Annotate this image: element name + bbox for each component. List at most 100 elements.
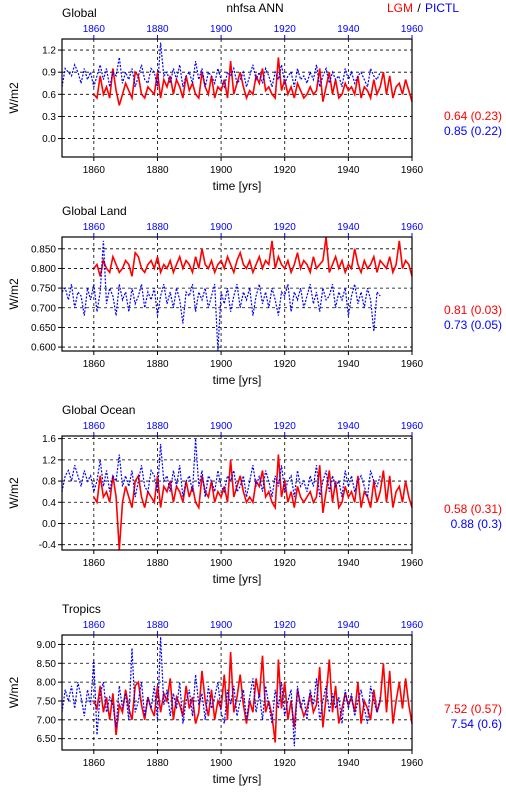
x-tick-label-top: 1960 xyxy=(401,620,424,631)
plot-frame xyxy=(61,236,413,352)
panel-title: Tropics xyxy=(62,602,101,616)
x-tick-label-bottom: 1940 xyxy=(337,558,360,569)
stat-lgm: 0.64 (0.23) xyxy=(444,109,502,123)
y-tick-label: 0.850 xyxy=(31,244,56,255)
y-tick-label: 7.00 xyxy=(37,715,57,726)
x-tick-label-bottom: 1860 xyxy=(83,359,106,370)
x-axis-label: time [yrs] xyxy=(213,772,262,786)
y-tick-label: 1.6 xyxy=(42,434,56,445)
x-tick-label-bottom: 1900 xyxy=(210,359,233,370)
y-tick-label: 0.8 xyxy=(42,477,56,488)
y-tick-label: 0.3 xyxy=(42,112,56,123)
series-line-pictl xyxy=(61,438,381,498)
stat-lgm: 0.81 (0.03) xyxy=(444,303,502,317)
x-tick-label-top: 1880 xyxy=(146,620,169,631)
x-tick-label-bottom: 1960 xyxy=(401,758,424,769)
series-line-lgm xyxy=(93,454,413,551)
x-tick-label-top: 1920 xyxy=(274,421,297,432)
x-tick-label-top: 1900 xyxy=(210,421,233,432)
series-line-pictl xyxy=(61,240,381,352)
x-tick-label-top: 1860 xyxy=(83,24,106,35)
chart-panel-1: Global 0.0 0.3 0.6 0.9 1.2 1860 1880 1900 1920 194… xyxy=(7,6,502,193)
x-tick-label-top: 1920 xyxy=(274,24,297,35)
y-tick-label: 0.650 xyxy=(31,323,56,334)
y-axis-label: W/m2 xyxy=(7,82,21,114)
x-tick-label-top: 1880 xyxy=(146,421,169,432)
x-tick-label-bottom: 1940 xyxy=(337,359,360,370)
figure-title: nhfsa ANN xyxy=(226,1,283,15)
x-tick-label-top: 1960 xyxy=(401,222,424,233)
x-tick-label-top: 1960 xyxy=(401,24,424,35)
y-tick-label: 0.6 xyxy=(42,90,56,101)
x-tick-label-bottom: 1900 xyxy=(210,758,233,769)
y-tick-label: 0.9 xyxy=(42,68,56,79)
chart-panel-3: Global Ocean -0.4 0.0 0.4 0.8 1.2 1.6 1860 1880 1… xyxy=(7,403,502,586)
x-tick-label-top: 1880 xyxy=(146,24,169,35)
x-tick-label-top: 1940 xyxy=(337,222,360,233)
legend-separator: / xyxy=(417,1,421,15)
plot-frame xyxy=(61,38,413,158)
x-tick-label-bottom: 1920 xyxy=(274,558,297,569)
x-tick-label-bottom: 1920 xyxy=(274,165,297,176)
x-tick-label-bottom: 1880 xyxy=(146,558,169,569)
panel-title: Global Ocean xyxy=(62,403,135,417)
stat-pictl: 0.85 (0.22) xyxy=(444,124,502,138)
chart-panels: Global 0.0 0.3 0.6 0.9 1.2 1860 1880 1900 1920 194… xyxy=(7,6,502,786)
stat-pictl: 7.54 (0.6) xyxy=(451,717,502,731)
y-tick-label: 0.750 xyxy=(31,284,56,295)
y-axis-label: W/m2 xyxy=(7,278,21,310)
series-line-pictl xyxy=(61,636,381,747)
y-tick-label: 9.00 xyxy=(37,640,57,651)
x-tick-label-top: 1860 xyxy=(83,222,106,233)
legend-pictl: PICTL xyxy=(425,1,459,15)
x-tick-label-bottom: 1960 xyxy=(401,558,424,569)
panel-title: Global xyxy=(62,6,97,20)
chart-panel-2: Global Land 0.600 0.650 0.700 0.750 0.800 0.85… xyxy=(7,204,502,387)
series-line-lgm xyxy=(93,57,413,106)
y-tick-label: 1.2 xyxy=(42,46,56,57)
plot-frame xyxy=(61,634,413,751)
y-tick-label: 0.0 xyxy=(42,519,56,530)
y-tick-label: 1.2 xyxy=(42,455,56,466)
chart-panel-4: Tropics 6.50 7.00 7.50 8.00 8.50 9.00 1860 1880 1… xyxy=(7,602,502,786)
y-tick-label: 0.800 xyxy=(31,264,56,275)
x-axis-label: time [yrs] xyxy=(213,572,262,586)
x-tick-label-top: 1900 xyxy=(210,222,233,233)
stat-lgm: 0.58 (0.31) xyxy=(444,502,502,516)
x-tick-label-top: 1940 xyxy=(337,421,360,432)
x-tick-label-top: 1940 xyxy=(337,620,360,631)
x-tick-label-bottom: 1960 xyxy=(401,359,424,370)
x-tick-label-top: 1880 xyxy=(146,222,169,233)
x-tick-label-bottom: 1960 xyxy=(401,165,424,176)
panel-title: Global Land xyxy=(62,204,127,218)
figure-legend: LGM / PICTL xyxy=(387,1,459,15)
stat-lgm: 7.52 (0.57) xyxy=(444,702,502,716)
y-tick-label: 0.4 xyxy=(42,498,56,509)
x-tick-label-top: 1960 xyxy=(401,421,424,432)
x-tick-label-bottom: 1880 xyxy=(146,359,169,370)
y-tick-label: 8.50 xyxy=(37,659,57,670)
x-tick-label-bottom: 1940 xyxy=(337,758,360,769)
series-line-lgm xyxy=(93,236,413,277)
x-tick-label-bottom: 1900 xyxy=(210,558,233,569)
stat-pictl: 0.88 (0.3) xyxy=(451,517,502,531)
x-tick-label-top: 1940 xyxy=(337,24,360,35)
x-tick-label-top: 1860 xyxy=(83,421,106,432)
x-tick-label-top: 1920 xyxy=(274,620,297,631)
x-tick-label-bottom: 1920 xyxy=(274,359,297,370)
y-tick-label: 0.700 xyxy=(31,303,56,314)
x-tick-label-bottom: 1860 xyxy=(83,558,106,569)
x-tick-label-top: 1860 xyxy=(83,620,106,631)
stat-pictl: 0.73 (0.05) xyxy=(444,318,502,332)
x-tick-label-top: 1900 xyxy=(210,620,233,631)
x-axis-label: time [yrs] xyxy=(213,373,262,387)
x-tick-label-top: 1920 xyxy=(274,222,297,233)
x-tick-label-bottom: 1860 xyxy=(83,758,106,769)
y-tick-label: 6.50 xyxy=(37,734,57,745)
y-tick-label: 7.50 xyxy=(37,696,57,707)
x-tick-label-bottom: 1880 xyxy=(146,758,169,769)
plot-frame xyxy=(61,435,413,551)
y-axis-label: W/m2 xyxy=(7,677,21,709)
legend-lgm: LGM xyxy=(387,1,413,15)
